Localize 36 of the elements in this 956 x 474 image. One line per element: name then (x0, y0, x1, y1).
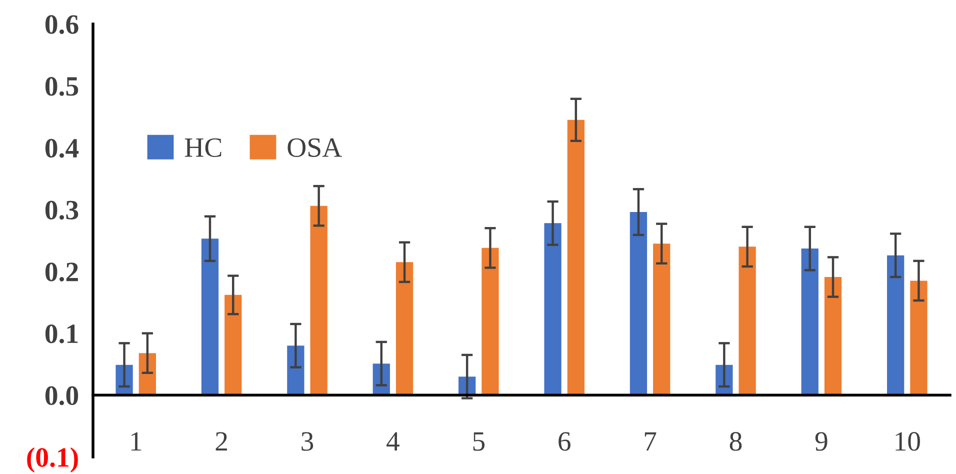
x-tick-label: 7 (644, 432, 656, 451)
legend-label: HC (184, 138, 222, 157)
x-tick-label: 9 (815, 432, 828, 451)
bar (224, 294, 242, 396)
y-tick-label: 0.2 (45, 262, 78, 282)
bar (287, 346, 304, 396)
bar (201, 238, 219, 396)
bar (396, 262, 414, 396)
y-tick-label: 0.3 (45, 200, 78, 220)
bar (824, 276, 842, 396)
y-tick-label: 0.6 (45, 15, 78, 34)
legend-label: OSA (288, 138, 342, 157)
x-tick-label: 10 (896, 432, 920, 451)
x-tick-label: 4 (386, 432, 400, 451)
bar (482, 248, 499, 396)
x-tick-label: 2 (216, 432, 227, 451)
bar (567, 120, 584, 396)
bar (653, 244, 670, 396)
y-tick-label: 0.4 (45, 138, 79, 158)
bar (544, 223, 562, 396)
bar (138, 353, 156, 396)
bar (801, 248, 818, 396)
bar (738, 246, 756, 396)
x-tick-label: 1 (131, 432, 142, 451)
bar (310, 206, 328, 396)
bar (887, 255, 904, 396)
x-tick-label: 8 (730, 432, 742, 451)
x-tick-label: 3 (302, 432, 314, 451)
bar (910, 280, 928, 396)
y-tick-label: 0.5 (45, 77, 78, 96)
y-tick-label: 0.1 (45, 324, 78, 344)
x-tick-label: 5 (473, 432, 485, 451)
y-tick-label: (0.1) (27, 447, 78, 473)
y-tick-label: 0.0 (45, 386, 78, 406)
bar (630, 212, 648, 396)
x-tick-label: 6 (558, 432, 570, 451)
